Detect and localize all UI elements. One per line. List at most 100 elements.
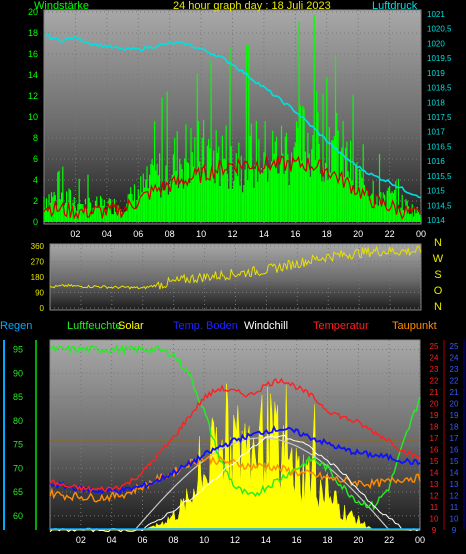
wind-y-tick-label: 10 [28,112,38,122]
humidity-y-tick-label: 65 [13,487,23,497]
wind-y-tick-label: 2 [33,196,38,206]
soil-temp-y-tick-label: 10 [450,514,459,523]
humidity-y-tick-label: 70 [13,463,23,473]
pressure-y-tick-label: 1020,5 [427,25,452,34]
climate-x-tick-label: 20 [353,535,363,545]
humidity-series [49,344,421,511]
temp-y-tick-label: 16 [430,445,439,454]
wind-y-tick-label: 18 [28,28,38,38]
temperature-series [49,377,421,493]
compass-label: S [434,269,441,281]
wind-x-tick-label: 02 [70,229,80,239]
legend-temp-boden: Temp. Boden [173,320,238,332]
wind-y-tick-label: 0 [33,217,38,227]
climate-x-tick-label: 00 [415,535,425,545]
temp-y-tick-label: 12 [430,491,439,500]
wind-gust-series [43,155,422,221]
pressure-y-tick-label: 1020 [427,39,445,48]
temp-y-tick-label: 24 [430,353,439,362]
temp-y-tick-label: 10 [430,514,439,523]
temp-y-tick-label: 14 [430,468,439,477]
temp-y-tick-label: 22 [430,376,439,385]
climate-x-tick-label: 08 [168,535,178,545]
wind-x-tick-label: 14 [259,229,269,239]
pressure-y-tick-label: 1018 [427,98,445,107]
temp-y-tick-label: 23 [430,365,439,374]
solar-max-curve [134,437,390,531]
humidity-y-tick-label: 90 [13,368,23,378]
wind-y-tick-label: 14 [28,70,38,80]
compass-label: W [433,253,444,265]
pressure-y-tick-label: 1014,5 [427,201,452,210]
wind-y-tick-label: 4 [33,175,38,185]
humidity-y-tick-label: 75 [13,440,23,450]
climate-x-tick-label: 18 [322,535,332,545]
soil-temp-y-tick-label: 18 [450,422,459,431]
soil-temp-y-tick-label: 13 [450,480,459,489]
temp-y-tick-label: 25 [430,342,439,351]
temp-y-tick-label: 11 [430,503,439,512]
direction-y-tick-label: 360 [31,242,45,251]
temp-y-tick-label: 18 [430,422,439,431]
legend-solar: Solar [118,320,144,332]
soil-temp-series [49,424,421,495]
soil-temp-y-tick-label: 15 [450,457,459,466]
wind-direction-series [49,245,422,290]
climate-x-tick-label: 02 [76,535,86,545]
temp-y-tick-label: 15 [430,457,439,466]
direction-panel-series [49,245,422,290]
temp-y-tick-label: 20 [430,399,439,408]
wind-x-tick-label: 18 [322,229,332,239]
legend-windchill: Windchill [244,320,289,332]
wind-x-tick-label: 20 [353,229,363,239]
temp-y-tick-label: 21 [430,388,439,397]
climate-panel-ticks: 02 04 06 08 10 12 14 16 18 20 22 00 60 65 70 75 80 85 90 95… [13,342,459,545]
compass-label: O [434,285,443,297]
pressure-y-tick-label: 1016,5 [427,142,452,151]
wind-axis-label: Windstärke [34,0,90,12]
wind-y-tick-label: 20 [28,7,38,17]
direction-y-tick-label: 180 [31,273,45,282]
pressure-y-tick-label: 1019 [427,69,445,78]
direction-y-tick-label: 270 [31,258,45,267]
soil-temp-y-tick-label: 16 [450,445,459,454]
climate-panel-series [49,344,421,533]
wind-speed-series [43,14,422,222]
temp-y-tick-label: 9 [432,526,437,535]
legend-temperatur: Temperatur [313,320,369,332]
soil-temp-y-tick-label: 23 [450,365,459,374]
climate-x-tick-label: 06 [137,535,147,545]
pressure-y-tick-label: 1017,5 [427,113,452,122]
climate-x-tick-label: 14 [261,535,271,545]
wind-x-tick-label: 04 [102,229,112,239]
wind-y-tick-label: 16 [28,49,38,59]
compass-label: N [434,301,442,313]
soil-temp-y-tick-label: 14 [450,468,459,477]
pressure-y-tick-label: 1014 [427,216,445,225]
wind-x-tick-label: 16 [290,229,300,239]
wind-x-tick-label: 10 [196,229,206,239]
wind-x-tick-label: 00 [416,229,426,239]
pressure-y-tick-label: 1021 [427,10,445,19]
pressure-y-tick-label: 1018,5 [427,84,452,93]
humidity-y-tick-label: 80 [13,416,23,426]
compass-label: N [434,237,442,249]
wind-y-tick-label: 6 [33,154,38,164]
soil-temp-y-tick-label: 9 [452,526,457,535]
wind-panel-series [43,14,422,222]
chart-title: 24 hour graph day : 18 Juli 2023 [173,0,331,12]
soil-temp-y-tick-label: 17 [450,434,459,443]
humidity-y-tick-label: 85 [13,392,23,402]
climate-x-tick-label: 10 [199,535,209,545]
soil-temp-y-tick-label: 11 [450,503,459,512]
temp-y-tick-label: 17 [430,434,439,443]
wind-x-tick-label: 12 [227,229,237,239]
pressure-series [43,33,422,199]
humidity-y-tick-label: 60 [13,511,23,521]
dewpoint-series [49,455,421,503]
pressure-axis-label: Luftdruck [372,0,418,12]
pressure-y-tick-label: 1016 [427,157,445,166]
soil-temp-y-tick-label: 24 [450,353,459,362]
soil-temp-y-tick-label: 22 [450,376,459,385]
